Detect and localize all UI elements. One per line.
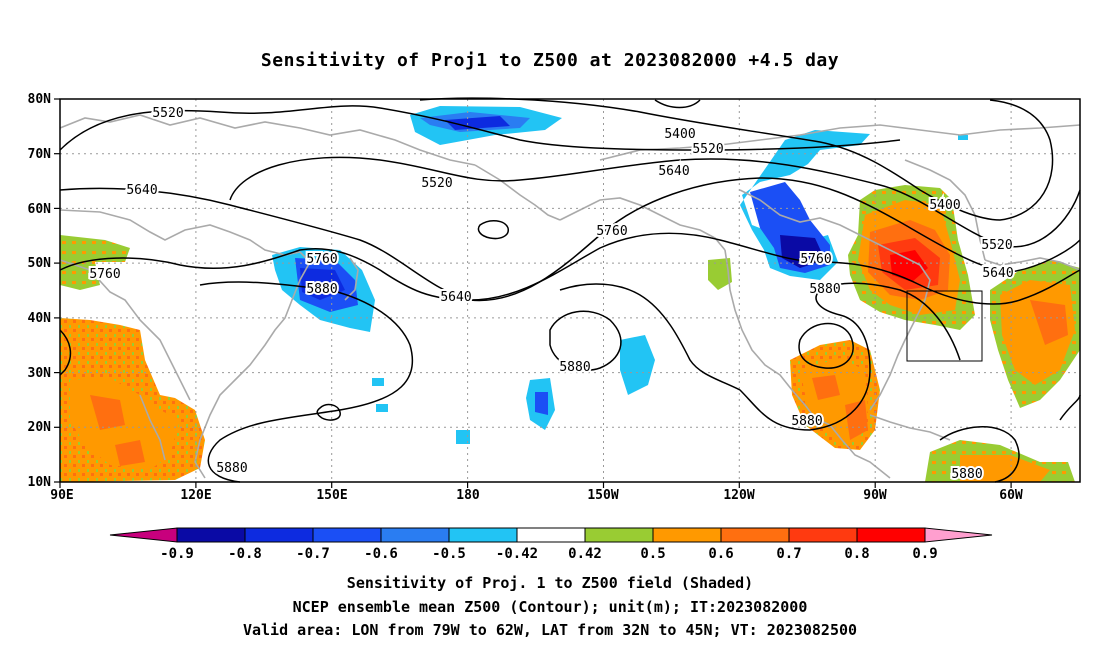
coastlines xyxy=(59,114,1081,479)
lon-tick-label: 180 xyxy=(456,488,480,503)
lat-tick-label: 60N xyxy=(28,202,52,217)
contour-small-ring-4 xyxy=(654,99,701,109)
caption-shading: Sensitivity of Proj. 1 to Z500 field (Sh… xyxy=(346,574,754,592)
grid xyxy=(60,99,1080,482)
contour-5880-gulf xyxy=(798,322,854,369)
contour-5640 xyxy=(59,177,1081,302)
contour-small-ring-1 xyxy=(477,220,509,240)
contour-label: 5520 xyxy=(152,106,183,121)
colorbar-swatch xyxy=(788,527,858,543)
contour-label: 5640 xyxy=(440,290,471,305)
lat-tick-label: 70N xyxy=(28,147,52,162)
colorbar-swatch xyxy=(244,527,314,543)
contour-5760 xyxy=(59,232,1081,305)
colorbar-label: -0.8 xyxy=(228,546,262,562)
lat-tick-label: 20N xyxy=(28,420,52,435)
z500-contours xyxy=(59,97,1081,483)
contour-label: 5520 xyxy=(981,238,1012,253)
contour-label: 5520 xyxy=(421,176,452,191)
lat-tick-label: 80N xyxy=(28,92,52,107)
lon-tick-label: 150W xyxy=(587,488,618,503)
contour-5880-central xyxy=(549,310,622,371)
contour-label: 5760 xyxy=(596,224,627,239)
colorbar-swatch xyxy=(652,527,722,543)
map-border xyxy=(54,98,1081,488)
colorbar-label: -0.9 xyxy=(160,546,194,562)
colorbar-label: 0.6 xyxy=(708,546,733,562)
colorbar-swatch xyxy=(720,527,790,543)
contour-5880-pacific xyxy=(199,281,414,483)
lat-tick-label: 50N xyxy=(28,256,52,271)
colorbar-swatches xyxy=(109,527,993,543)
contour-5520 xyxy=(229,156,1081,248)
colorbar: -0.9 -0.8 -0.7 -0.6 -0.5 -0.42 0.42 0.5 … xyxy=(109,527,993,562)
lon-tick-label: 120W xyxy=(723,488,754,503)
contour-label: 5400 xyxy=(929,198,960,213)
colorbar-swatch xyxy=(516,527,586,543)
lon-tick-label: 150E xyxy=(316,488,347,503)
latitude-tick-labels: 80N 70N 60N 50N 40N 30N 20N 10N xyxy=(28,92,52,490)
contour-5400 xyxy=(419,97,1054,221)
contour-label: 5760 xyxy=(306,252,337,267)
colorbar-label: -0.6 xyxy=(364,546,398,562)
lat-tick-label: 30N xyxy=(28,366,52,381)
contour-label: 5880 xyxy=(951,467,982,482)
caption-valid-area: Valid area: LON from 79W to 62W, LAT fro… xyxy=(242,621,858,639)
valid-area-box xyxy=(906,290,983,362)
contour-label: 5520 xyxy=(692,142,723,157)
longitude-tick-labels: 90E 120E 150E 180 150W 120W 90W 60W xyxy=(50,488,1023,503)
contour-label: 5880 xyxy=(809,282,840,297)
colorbar-labels: -0.9 -0.8 -0.7 -0.6 -0.5 -0.42 0.42 0.5 … xyxy=(160,546,938,562)
contour-label: 5760 xyxy=(800,252,831,267)
contour-5520-west xyxy=(59,105,901,151)
colorbar-label: -0.5 xyxy=(432,546,466,562)
lon-tick-label: 120E xyxy=(180,488,211,503)
contour-label: 5400 xyxy=(664,127,695,142)
colorbar-label: -0.7 xyxy=(296,546,330,562)
contour-label: 5880 xyxy=(306,282,337,297)
contour-small-ring-3 xyxy=(59,329,72,376)
contour-label: 5760 xyxy=(89,267,120,282)
colorbar-swatch xyxy=(380,527,450,543)
plot-title: Sensitivity of Proj1 to Z500 at 20230820… xyxy=(260,50,840,71)
contour-labels: 5520 5400 5520 5640 5520 5640 5400 5520 … xyxy=(87,104,1015,484)
lon-tick-label: 90W xyxy=(863,488,887,503)
colorbar-cap-high xyxy=(924,527,993,543)
colorbar-label: -0.42 xyxy=(496,546,538,562)
colorbar-label: 0.8 xyxy=(844,546,869,562)
lat-tick-label: 10N xyxy=(28,475,52,490)
colorbar-cap-low xyxy=(109,527,178,543)
lat-tick-label: 40N xyxy=(28,311,52,326)
colorbar-swatch xyxy=(856,527,926,543)
contour-label: 5640 xyxy=(982,266,1013,281)
lon-tick-label: 60W xyxy=(999,488,1023,503)
contour-small-ring-2 xyxy=(316,403,341,421)
colorbar-swatch xyxy=(448,527,518,543)
colorbar-label: 0.42 xyxy=(568,546,602,562)
sensitivity-map: 5520 5400 5520 5640 5520 5640 5400 5520 … xyxy=(28,92,1081,562)
lon-tick-label: 90E xyxy=(50,488,73,503)
colorbar-swatch xyxy=(312,527,382,543)
contour-label: 5880 xyxy=(216,461,247,476)
colorbar-swatch xyxy=(176,527,246,543)
colorbar-label: 0.9 xyxy=(912,546,937,562)
colorbar-label: 0.5 xyxy=(640,546,665,562)
colorbar-label: 0.7 xyxy=(776,546,801,562)
contour-5880-east xyxy=(559,282,961,431)
contour-label: 5880 xyxy=(559,360,590,375)
contour-5880-south xyxy=(939,426,1020,483)
contour-label: 5640 xyxy=(126,183,157,198)
caption-contour: NCEP ensemble mean Z500 (Contour); unit(… xyxy=(292,598,808,616)
colorbar-swatch xyxy=(584,527,654,543)
contour-label: 5880 xyxy=(791,414,822,429)
contour-label: 5640 xyxy=(658,164,689,179)
